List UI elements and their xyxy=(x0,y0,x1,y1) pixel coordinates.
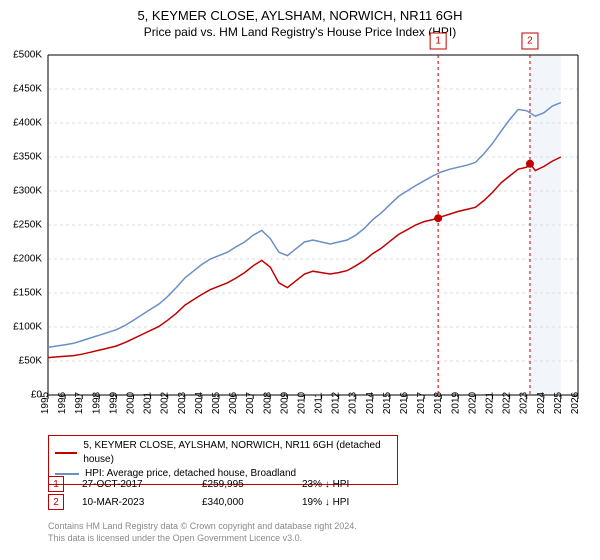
svg-text:2011: 2011 xyxy=(314,392,325,414)
svg-text:1996: 1996 xyxy=(57,391,68,414)
svg-text:2007: 2007 xyxy=(245,391,256,414)
svg-text:2019: 2019 xyxy=(450,391,461,414)
svg-text:1998: 1998 xyxy=(91,391,102,414)
footer-line-1: Contains HM Land Registry data © Crown c… xyxy=(48,520,357,532)
svg-text:2026: 2026 xyxy=(570,391,581,414)
svg-text:£400K: £400K xyxy=(13,118,42,129)
sales-diff-2: 19% ↓ HPI xyxy=(302,497,402,508)
sales-row-2: 2 10-MAR-2023 £340,000 19% ↓ HPI xyxy=(48,493,402,511)
svg-text:2010: 2010 xyxy=(296,391,307,414)
svg-text:2013: 2013 xyxy=(348,391,359,414)
svg-text:2015: 2015 xyxy=(382,391,393,414)
svg-text:2025: 2025 xyxy=(553,391,564,414)
sales-diff-1: 23% ↓ HPI xyxy=(302,479,402,490)
svg-text:£250K: £250K xyxy=(13,220,42,231)
svg-text:2012: 2012 xyxy=(331,391,342,414)
svg-text:2: 2 xyxy=(527,36,533,47)
sales-table: 1 27-OCT-2017 £259,995 23% ↓ HPI 2 10-MA… xyxy=(48,475,402,511)
svg-text:£50K: £50K xyxy=(19,356,43,367)
svg-text:1995: 1995 xyxy=(40,391,51,414)
svg-text:2008: 2008 xyxy=(262,391,273,414)
legend-swatch-property xyxy=(55,452,77,454)
svg-text:2018: 2018 xyxy=(433,391,444,414)
svg-text:2000: 2000 xyxy=(125,391,136,414)
svg-text:£450K: £450K xyxy=(13,84,42,95)
footer-line-2: This data is licensed under the Open Gov… xyxy=(48,532,357,544)
sales-date-1: 27-OCT-2017 xyxy=(82,479,202,490)
legend-label-property: 5, KEYMER CLOSE, AYLSHAM, NORWICH, NR11 … xyxy=(83,439,391,467)
svg-text:2002: 2002 xyxy=(160,391,171,414)
svg-text:2021: 2021 xyxy=(485,391,496,414)
svg-text:2004: 2004 xyxy=(194,391,205,414)
chart-container: 5, KEYMER CLOSE, AYLSHAM, NORWICH, NR11 … xyxy=(0,0,600,560)
title-sub: Price paid vs. HM Land Registry's House … xyxy=(0,25,600,39)
sales-date-2: 10-MAR-2023 xyxy=(82,497,202,508)
chart-svg: £0£50K£100K£150K£200K£250K£300K£350K£400… xyxy=(48,55,578,395)
svg-text:£500K: £500K xyxy=(13,50,42,61)
svg-text:2005: 2005 xyxy=(211,391,222,414)
svg-text:2017: 2017 xyxy=(416,391,427,414)
svg-text:2022: 2022 xyxy=(502,391,513,414)
sales-price-1: £259,995 xyxy=(202,479,302,490)
title-block: 5, KEYMER CLOSE, AYLSHAM, NORWICH, NR11 … xyxy=(0,0,600,39)
svg-text:2024: 2024 xyxy=(536,391,547,414)
svg-text:2020: 2020 xyxy=(467,391,478,414)
svg-text:£200K: £200K xyxy=(13,254,42,265)
footer-note: Contains HM Land Registry data © Crown c… xyxy=(48,520,357,544)
svg-text:£100K: £100K xyxy=(13,322,42,333)
svg-text:£350K: £350K xyxy=(13,152,42,163)
sales-row-1: 1 27-OCT-2017 £259,995 23% ↓ HPI xyxy=(48,475,402,493)
title-main: 5, KEYMER CLOSE, AYLSHAM, NORWICH, NR11 … xyxy=(0,8,600,23)
svg-text:1997: 1997 xyxy=(74,391,85,414)
svg-text:1: 1 xyxy=(435,36,441,47)
svg-text:2014: 2014 xyxy=(365,391,376,414)
svg-text:2006: 2006 xyxy=(228,391,239,414)
sales-marker-2: 2 xyxy=(48,494,64,510)
svg-text:1999: 1999 xyxy=(108,391,119,414)
svg-text:£300K: £300K xyxy=(13,186,42,197)
svg-text:2009: 2009 xyxy=(279,391,290,414)
svg-text:2003: 2003 xyxy=(177,391,188,414)
svg-text:2016: 2016 xyxy=(399,391,410,414)
legend-item-property: 5, KEYMER CLOSE, AYLSHAM, NORWICH, NR11 … xyxy=(55,439,391,467)
svg-text:2001: 2001 xyxy=(143,391,154,414)
sales-marker-1: 1 xyxy=(48,476,64,492)
sales-price-2: £340,000 xyxy=(202,497,302,508)
chart-area: £0£50K£100K£150K£200K£250K£300K£350K£400… xyxy=(48,55,578,395)
svg-text:2023: 2023 xyxy=(519,391,530,414)
svg-text:£150K: £150K xyxy=(13,288,42,299)
